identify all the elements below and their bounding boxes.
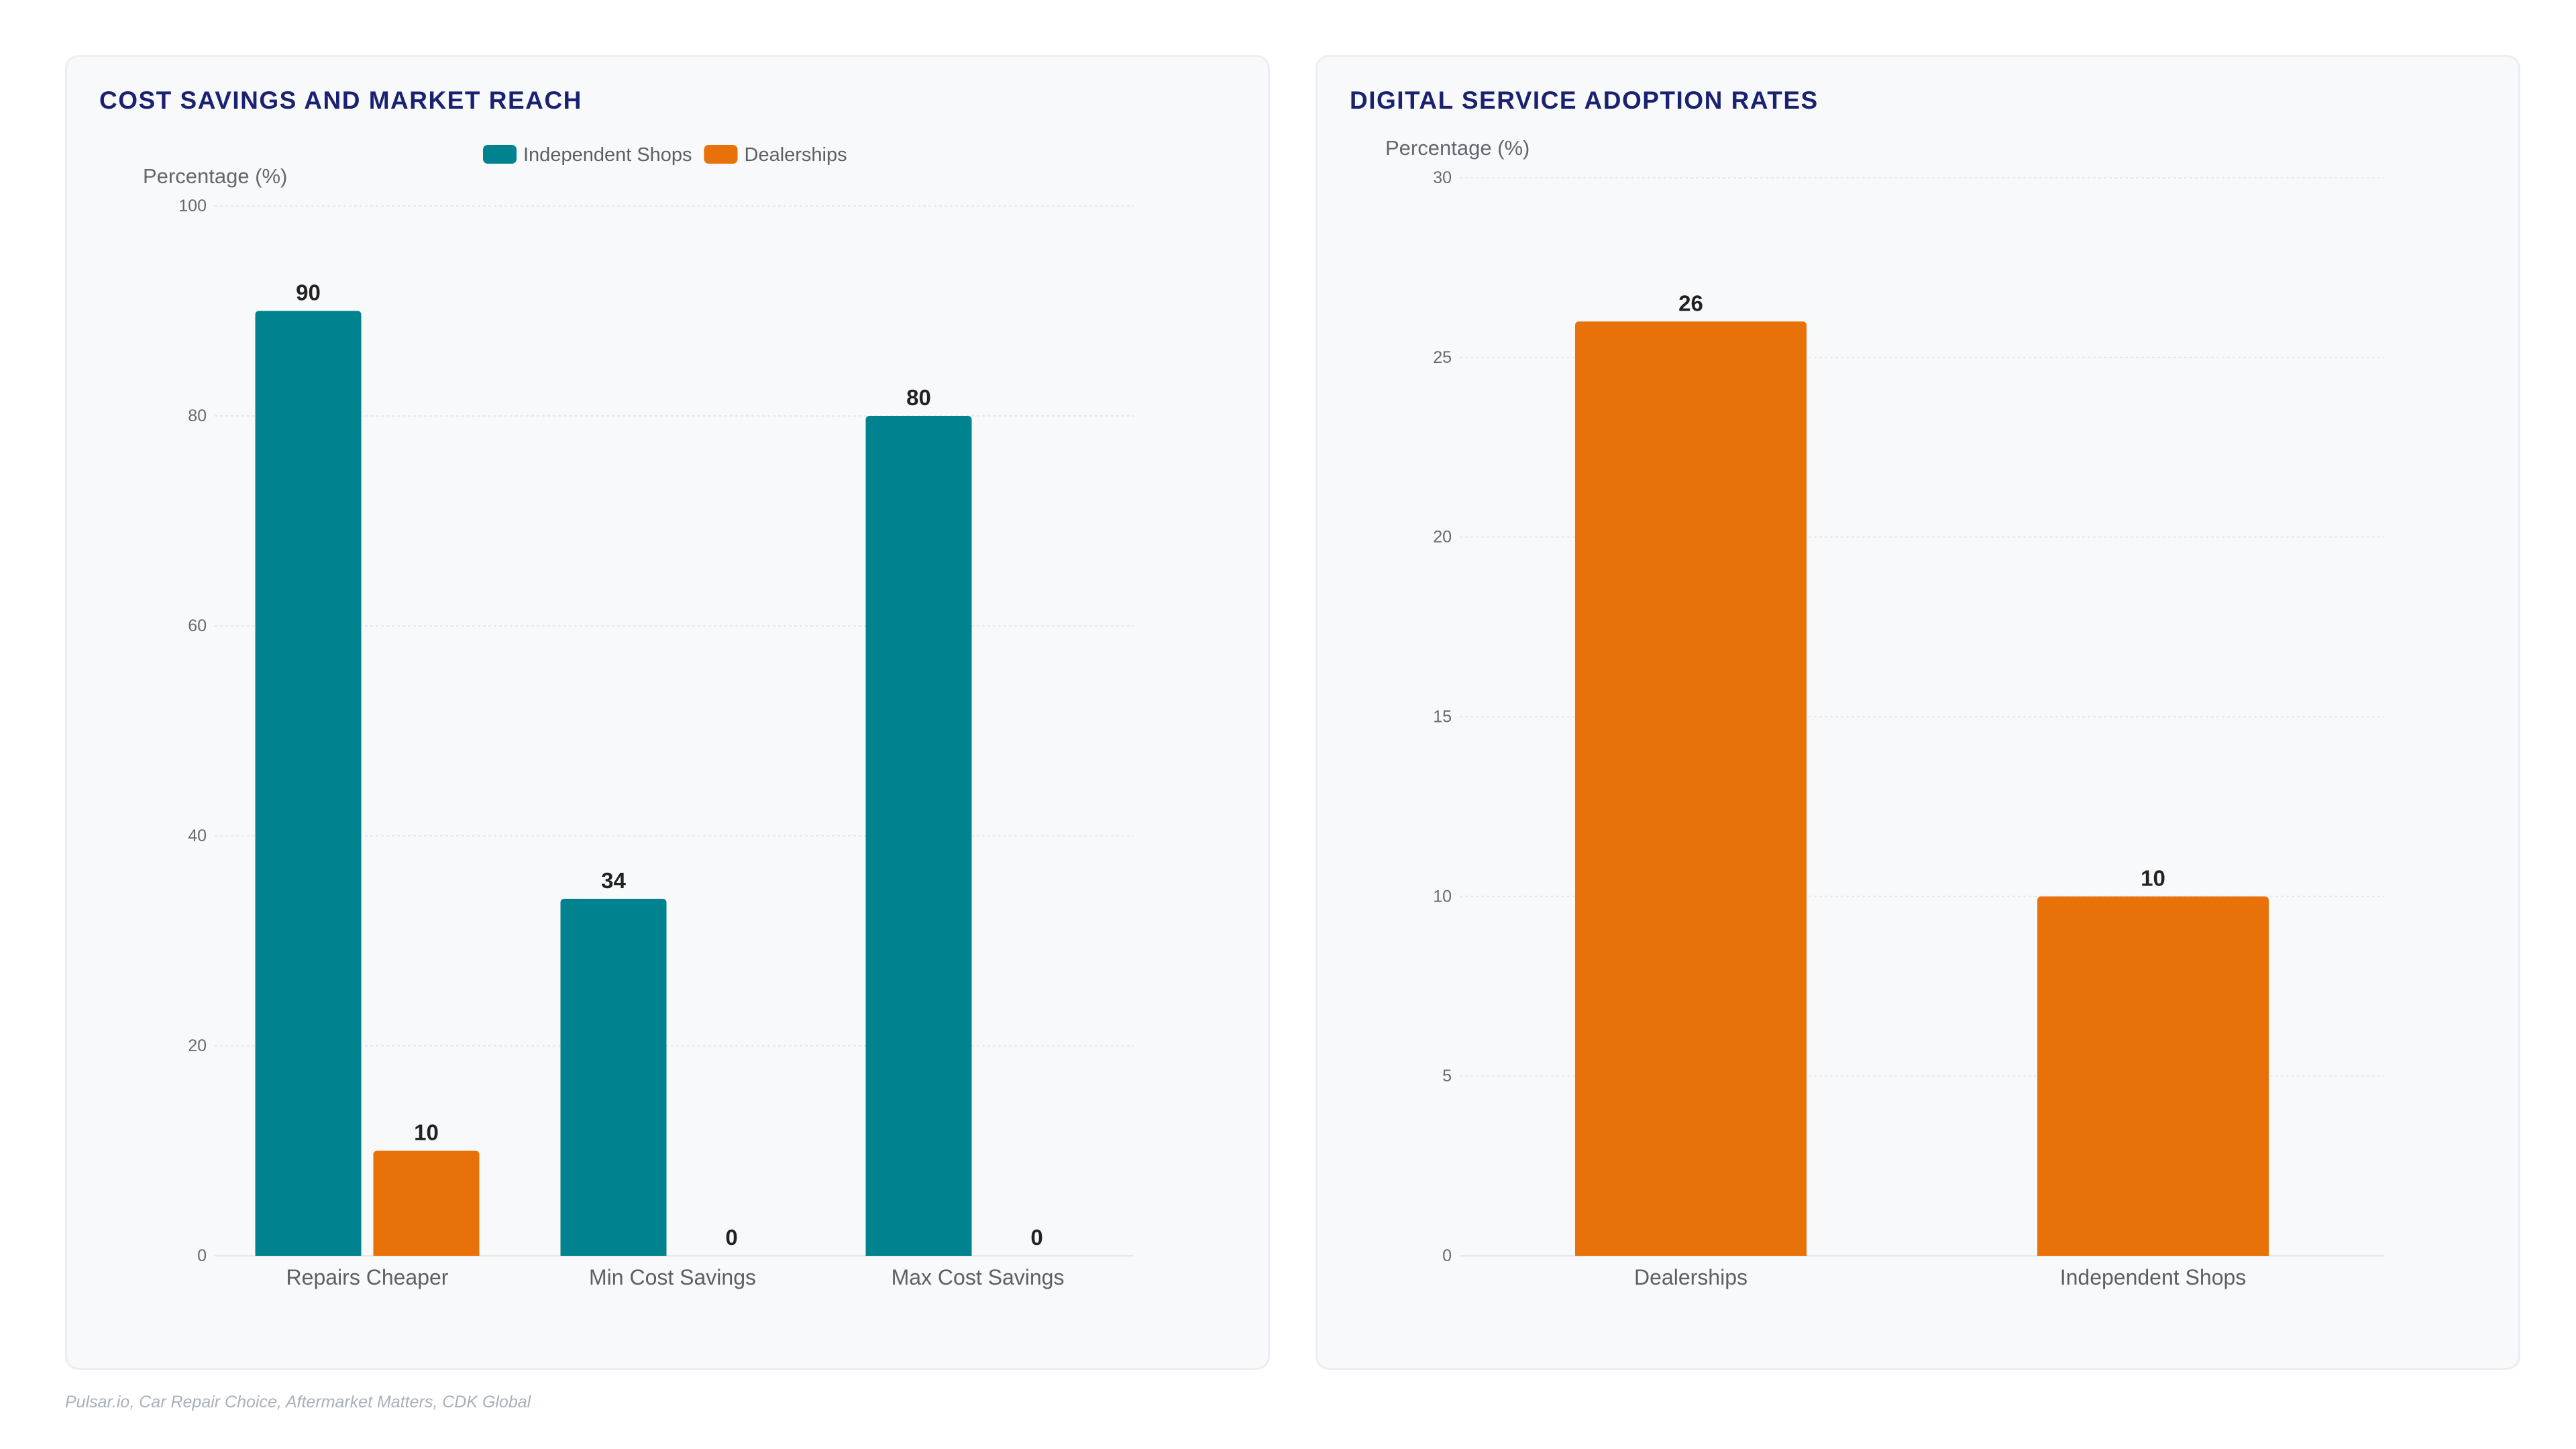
x-tick-label: Independent Shops [2060,1265,2247,1289]
bar [1575,321,1807,1256]
bar [865,416,972,1256]
bar [373,1150,480,1256]
bar [255,311,362,1256]
x-tick-label: Dealerships [1634,1265,1748,1289]
legend-swatch [704,145,738,164]
bar [2037,896,2269,1256]
x-tick-label: Repairs Cheaper [286,1265,449,1289]
chart-title: DIGITAL SERVICE ADOPTION RATES [1350,87,1819,114]
y-tick-label: 40 [188,826,207,845]
digital-adoption-chart: Percentage (%) 0 5 10 15 20 25 30 26 Dealerships 1… [1385,136,2384,1289]
bar [560,898,667,1256]
y-tick-label: 10 [1433,887,1452,906]
y-tick-label: 0 [1442,1246,1452,1265]
cost-savings-panel: COST SAVINGS AND MARKET REACH Percentage… [65,55,1270,1370]
data-label: 34 [601,868,626,893]
data-label: 80 [906,385,931,410]
data-label: 26 [1678,290,1703,315]
chart-title: COST SAVINGS AND MARKET REACH [99,87,582,114]
x-tick-label: Min Cost Savings [589,1265,756,1289]
y-axis-label: Percentage (%) [143,164,287,188]
legend-label: Independent Shops [523,144,692,166]
y-tick-label: 20 [1433,528,1452,547]
y-tick-label: 0 [197,1246,207,1265]
y-tick-label: 15 [1433,708,1452,727]
data-label: 0 [1030,1225,1042,1250]
data-label: 90 [296,280,321,305]
y-tick-label: 60 [188,616,207,635]
y-tick-label: 25 [1433,348,1452,367]
cost-savings-chart: Percentage (%) 0 20 40 60 80 100 90 10 Repairs Ch… [143,144,1134,1289]
y-tick-label: 5 [1442,1067,1452,1085]
x-tick-label: Max Cost Savings [892,1265,1065,1289]
y-tick-label: 30 [1433,168,1452,187]
digital-adoption-panel: DIGITAL SERVICE ADOPTION RATES Percentag… [1316,55,2520,1370]
source-note: Pulsar.io, Car Repair Choice, Aftermarke… [65,1393,531,1411]
y-axis-label: Percentage (%) [1385,136,1529,160]
y-tick-label: 100 [178,197,207,215]
data-label: 0 [725,1225,737,1250]
legend-label: Dealerships [745,144,847,166]
data-label: 10 [2141,865,2165,890]
y-tick-label: 80 [188,407,207,425]
legend-swatch [483,145,517,164]
y-tick-label: 20 [188,1036,207,1055]
data-label: 10 [414,1120,439,1145]
